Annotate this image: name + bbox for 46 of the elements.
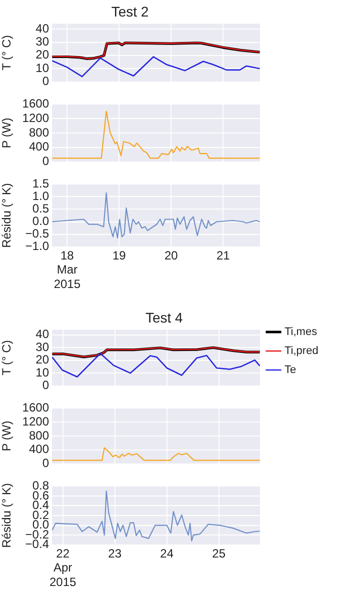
y-tick-label: −0.4 (25, 537, 50, 552)
y-tick-label: 1200 (22, 110, 50, 125)
y-tick-label: 0.0 (32, 214, 50, 228)
y-tick-label: 10 (36, 60, 50, 75)
y-tick-label: 800 (28, 428, 50, 442)
y-tick-label: 1200 (22, 414, 50, 428)
y-axis-title: P (W) (0, 420, 14, 452)
y-tick-label: 0 (42, 378, 50, 392)
y-tick-label: 30 (36, 340, 50, 354)
y-tick-label: 40 (36, 21, 50, 36)
y-tick-label: 20 (36, 48, 50, 62)
y-tick-label: 0.5 (32, 202, 50, 216)
chart-title: Test 4 (145, 309, 184, 326)
y-tick-label: 20 (36, 352, 50, 367)
y-axis-title: Résidu (° K) (0, 483, 14, 548)
x-tick-label: 19 (112, 248, 126, 262)
legend-label: Te (284, 364, 296, 376)
chart-title: Test 2 (111, 3, 149, 20)
y-tick-label: −1.0 (25, 239, 50, 254)
legend-label: Ti,mes (284, 326, 318, 338)
x-tick-label: 23 (108, 546, 122, 560)
x-tick-label: 18 Mar 2015 (54, 248, 81, 292)
x-tick-label: 25 (212, 546, 226, 560)
y-tick-label: 400 (28, 442, 50, 456)
y-tick-label: 1.5 (32, 176, 50, 191)
x-tick-label: 21 (216, 248, 230, 262)
x-tick-label: 20 (164, 248, 178, 262)
y-tick-label: 0 (42, 154, 50, 168)
y-axis-title: T (° C) (0, 35, 14, 70)
y-tick-label: 10 (36, 365, 50, 380)
y-tick-label: 1.0 (32, 189, 50, 204)
y-tick-label: 0 (42, 456, 50, 470)
y-tick-label: 1600 (22, 96, 50, 111)
y-axis-title: T (° C) (0, 340, 14, 376)
y-axis-title: Résidu (° K) (0, 183, 14, 248)
y-tick-label: 30 (36, 34, 50, 49)
y-tick-label: 400 (28, 140, 50, 154)
y-axis-title: P (W) (0, 118, 14, 148)
x-tick-label: 22 Apr 2015 (49, 546, 77, 590)
legend-label: Ti,pred (284, 345, 318, 358)
y-tick-label: 1600 (22, 400, 50, 415)
y-tick-label: 0 (42, 74, 50, 88)
y-tick-label: −0.5 (25, 226, 50, 241)
y-tick-label: 40 (36, 327, 50, 342)
x-tick-label: 24 (160, 546, 174, 560)
y-tick-label: 800 (28, 125, 50, 140)
